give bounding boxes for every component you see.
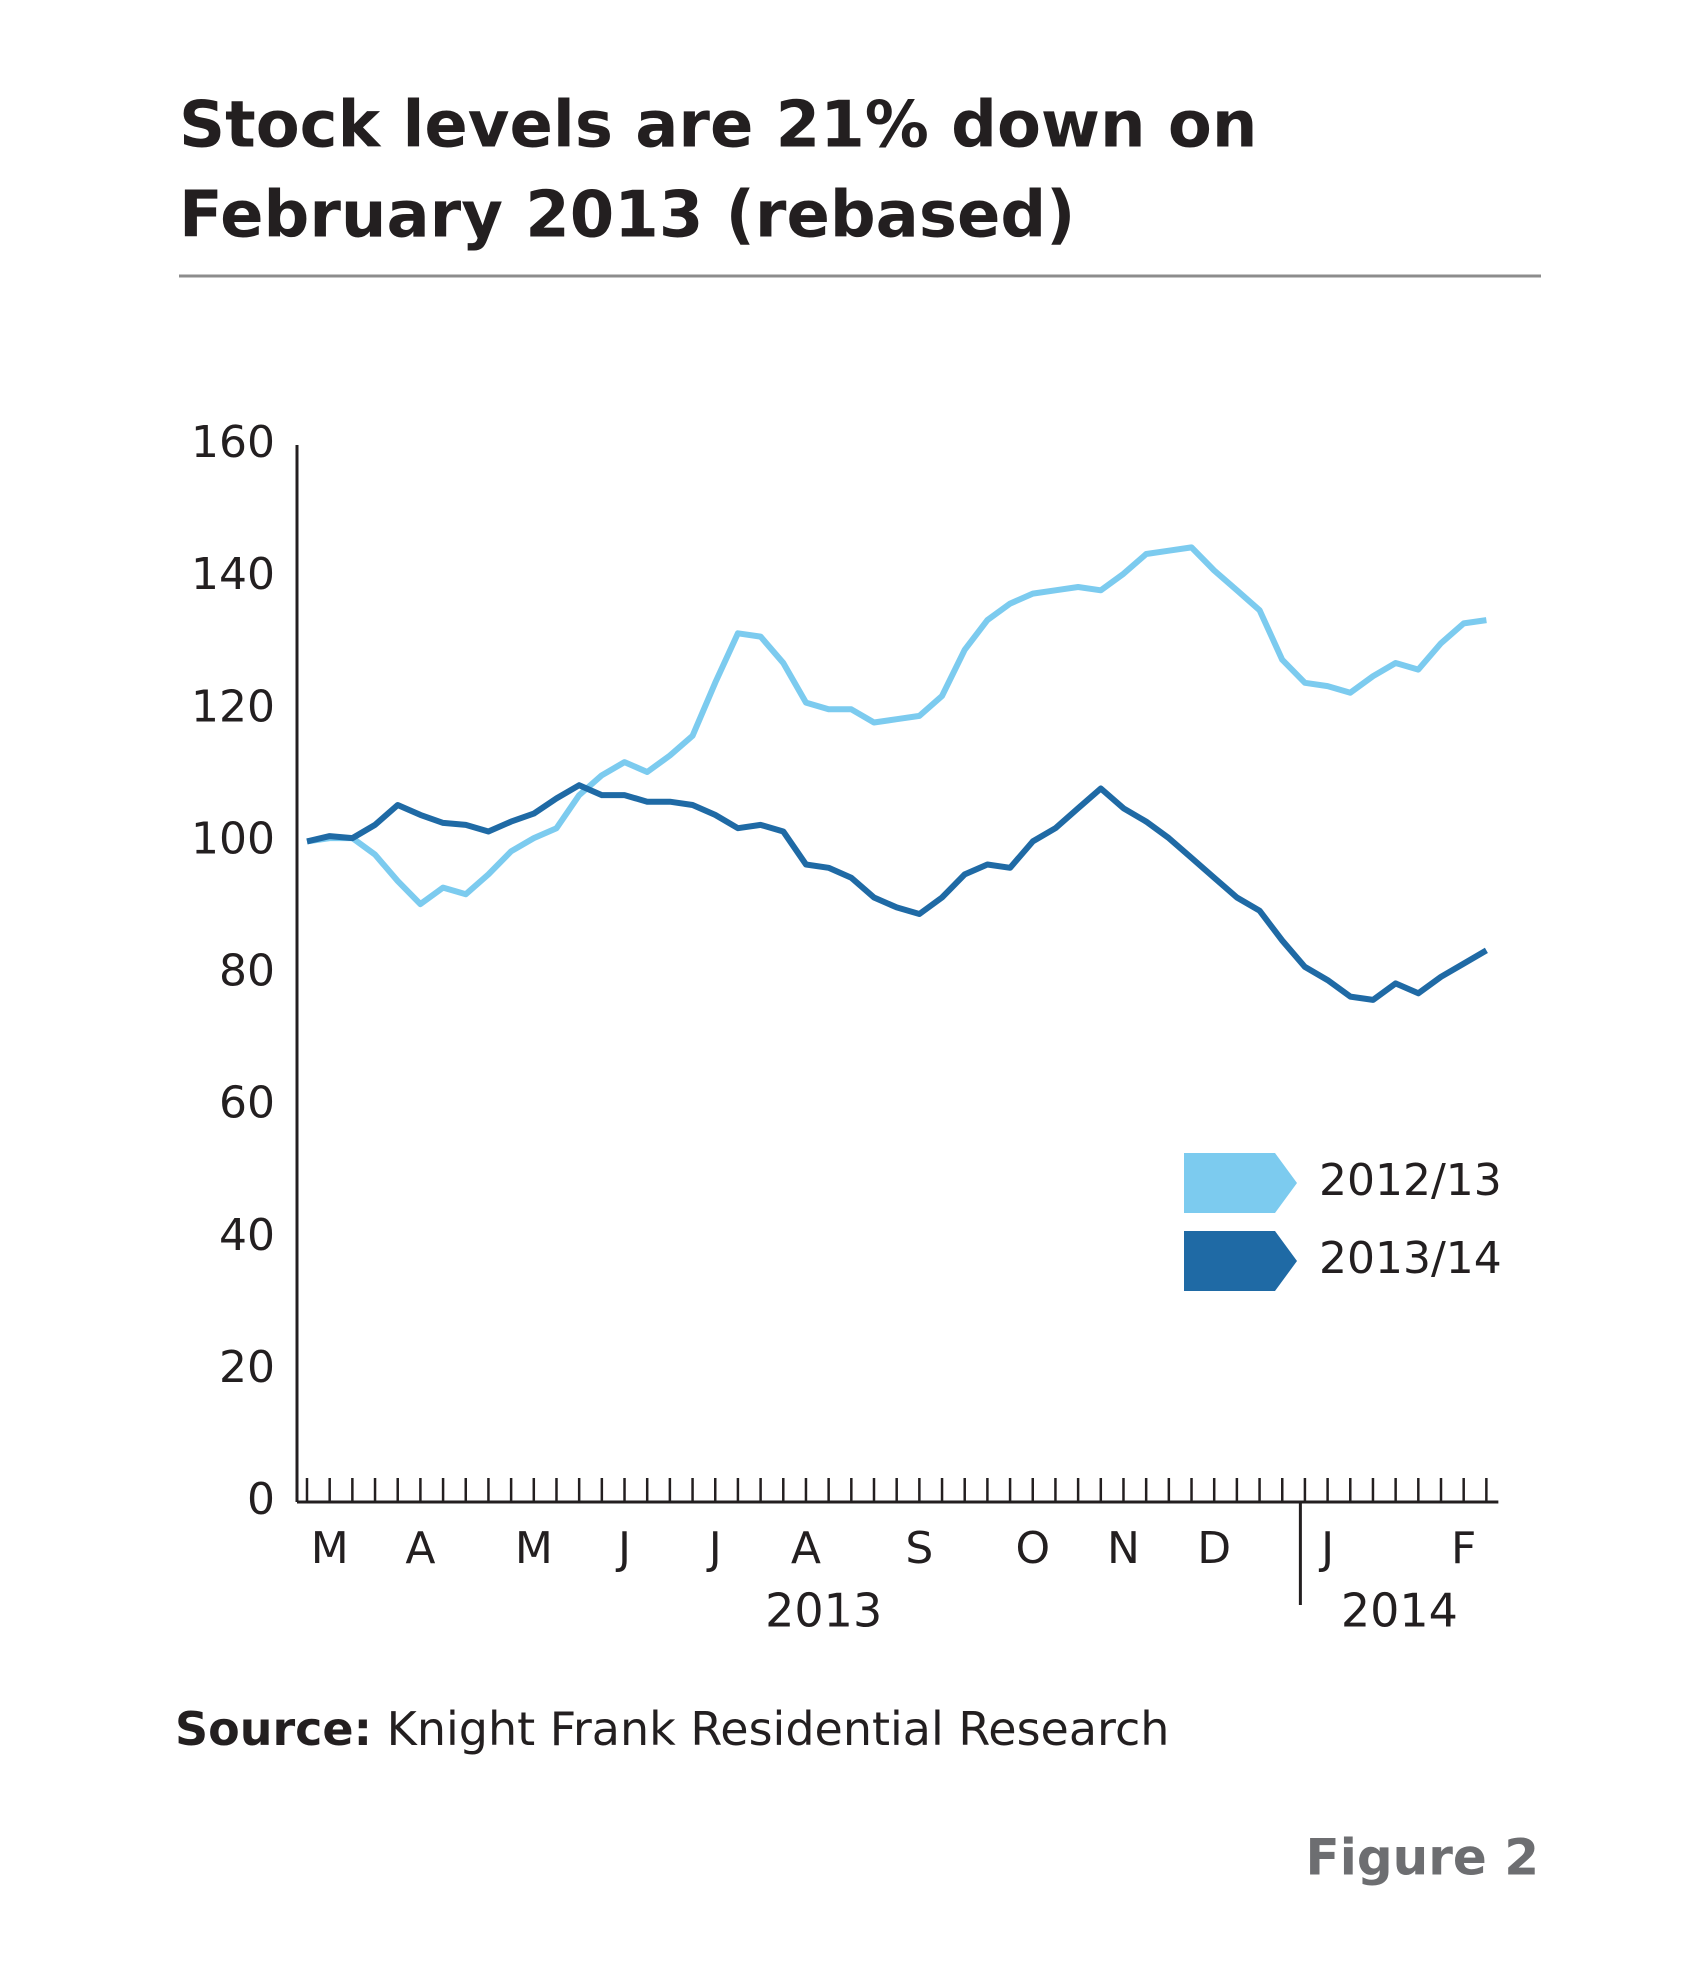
x-tick-label: O (1015, 1523, 1050, 1574)
x-tick-label: J (615, 1523, 631, 1574)
y-tick-label: 120 (191, 681, 275, 732)
legend-label: 2012/13 (1319, 1155, 1502, 1206)
y-tick-label: 60 (219, 1078, 275, 1129)
y-tick-label: 0 (247, 1474, 275, 1525)
x-tick-label: M (515, 1523, 553, 1574)
chart-title: Stock levels are 21% down on (179, 89, 1257, 163)
x-tick-label: J (706, 1523, 722, 1574)
figure-label: Figure 2 (1306, 1829, 1539, 1887)
x-tick-label: M (311, 1523, 349, 1574)
x-tick-label: A (405, 1523, 435, 1574)
source: Source: Knight Frank Residential Researc… (175, 1702, 1169, 1756)
legend-label: 2013/14 (1319, 1233, 1502, 1284)
year-label: 2014 (1341, 1584, 1458, 1638)
y-tick-label: 40 (219, 1210, 275, 1261)
legend-swatch (1184, 1231, 1297, 1291)
y-tick-label: 80 (219, 946, 275, 997)
year-label: 2013 (765, 1584, 882, 1638)
x-tick-label: D (1197, 1523, 1231, 1574)
y-tick-label: 100 (191, 813, 275, 864)
y-tick-label: 160 (191, 417, 275, 468)
line-series (306, 544, 1487, 908)
x-tick-label: S (905, 1523, 933, 1574)
chart-title: February 2013 (rebased) (179, 179, 1075, 253)
x-tick-label: J (1318, 1523, 1334, 1574)
x-tick-label: N (1107, 1523, 1140, 1574)
source-text: Knight Frank Residential Research (387, 1702, 1170, 1756)
x-tick-label: F (1451, 1523, 1476, 1574)
legend-swatch (1184, 1153, 1297, 1213)
x-tick-label: A (791, 1523, 821, 1574)
y-tick-label: 20 (219, 1342, 275, 1393)
line-series (306, 782, 1488, 1003)
source-label: Source: (175, 1702, 372, 1756)
y-tick-label: 140 (191, 549, 275, 600)
